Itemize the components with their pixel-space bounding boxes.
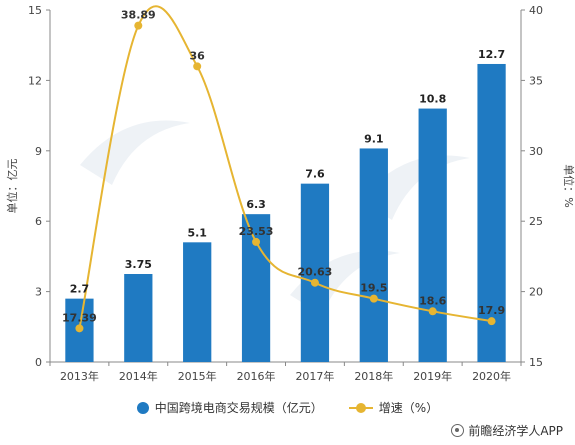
x-axis-tick-label: 2017年 (295, 369, 334, 383)
line-value-label: 18.6 (419, 294, 446, 307)
line-value-label: 20.63 (298, 266, 333, 279)
line-point (193, 62, 202, 71)
line-value-label: 23.53 (239, 225, 274, 238)
line-series (75, 5, 496, 333)
x-axis-tick-label: 2018年 (354, 369, 393, 383)
bar-value-label: 6.3 (246, 198, 266, 211)
bar-series (65, 63, 506, 363)
line-point (134, 21, 143, 30)
growth-line (78, 5, 492, 329)
line-value-label: 38.89 (121, 9, 156, 22)
bar (359, 148, 388, 362)
line-point (310, 278, 319, 287)
legend-line-label: 增速（%） (378, 401, 439, 415)
legend-bar-label: 中国跨境电商交易规模（亿元） (154, 401, 323, 415)
line-value-label: 17.39 (62, 311, 97, 324)
left-axis-tick-label: 0 (35, 356, 42, 369)
bar-value-label: 10.8 (419, 93, 446, 106)
x-axis-tick-label: 2020年 (472, 369, 511, 383)
right-axis-tick-label: 35 (529, 74, 543, 87)
line-point (75, 324, 84, 333)
bar (124, 274, 153, 362)
right-axis-tick-label: 15 (529, 356, 543, 369)
x-axis-tick-label: 2019年 (413, 369, 452, 383)
left-axis-tick-label: 6 (35, 215, 42, 228)
bar (300, 183, 330, 362)
line-value-label: 19.5 (360, 282, 387, 295)
left-axis-tick-label: 3 (35, 286, 42, 299)
bar-value-label: 2.7 (70, 283, 90, 296)
bar (477, 63, 506, 363)
right-axis-tick-label: 20 (529, 286, 543, 299)
right-axis-tick-label: 25 (529, 215, 543, 228)
bar-value-label: 9.1 (364, 132, 384, 145)
line-point (252, 237, 261, 246)
line-point (428, 307, 437, 316)
bar-value-label: 12.7 (478, 48, 505, 61)
left-axis-tick-label: 9 (35, 145, 42, 158)
source-logo-icon (451, 424, 465, 437)
legend-item-line[interactable]: 增速（%） (348, 399, 439, 416)
left-axis-tick-label: 15 (28, 4, 42, 17)
legend-bar-swatch (136, 401, 149, 414)
line-point (369, 294, 378, 303)
legend: 中国跨境电商交易规模（亿元） 增速（%） (0, 399, 575, 416)
left-axis-tick-label: 12 (28, 74, 42, 87)
bar-value-label: 7.6 (305, 168, 325, 181)
bar (183, 242, 212, 362)
left-axis-title: 单位：亿元 (5, 159, 19, 214)
bar-value-label: 5.1 (187, 226, 207, 239)
source-text: 前瞻经济学人APP (468, 424, 563, 438)
line-value-label: 17.9 (478, 304, 505, 317)
x-axis-tick-label: 2014年 (119, 369, 158, 383)
bar-value-label: 3.75 (125, 258, 152, 271)
source-credit: 前瞻经济学人APP (451, 422, 563, 439)
x-axis-tick-label: 2016年 (237, 369, 276, 383)
watermark-mark (80, 120, 190, 185)
right-axis-title: 单位：% (562, 164, 575, 207)
line-point (487, 317, 496, 326)
data-labels: 2.7 3.75 5.1 6.3 7.6 9.1 10.8 12.7 17.39 38.89 36 2… (62, 9, 505, 325)
right-axis-tick-label: 30 (529, 145, 543, 158)
right-axis-tick-label: 40 (529, 4, 543, 17)
legend-line-swatch (348, 402, 373, 414)
x-axis-tick-label: 2013年 (60, 369, 99, 383)
legend-item-bar[interactable]: 中国跨境电商交易规模（亿元） (136, 399, 323, 416)
line-value-label: 36 (190, 49, 206, 62)
bar (418, 108, 447, 362)
x-axis-tick-label: 2015年 (178, 369, 217, 383)
